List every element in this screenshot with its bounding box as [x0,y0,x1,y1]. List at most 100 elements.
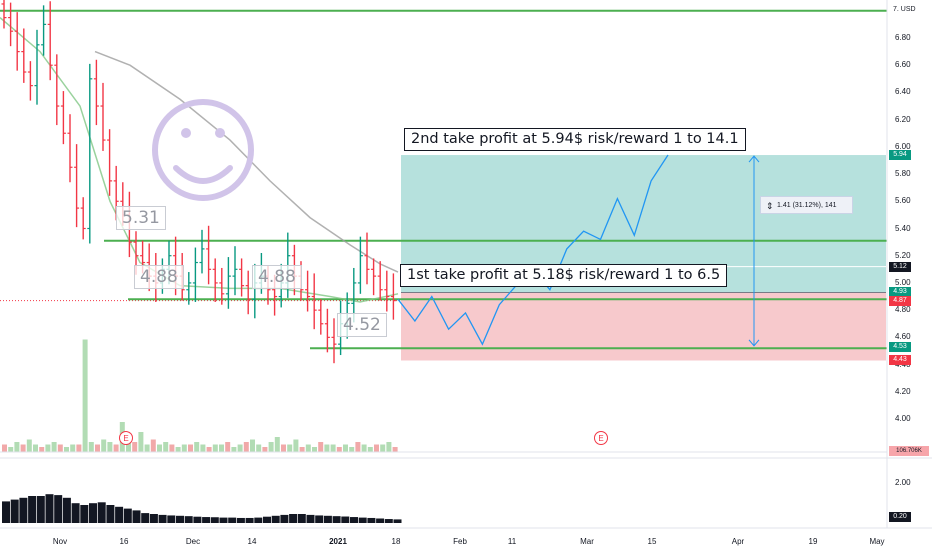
indicator-tick-2: 2.00 [895,478,911,487]
indicator-bar [132,510,141,523]
position-zones [0,155,886,361]
slow-moving-average [94,50,399,273]
price-tick: 5.80 [895,169,911,179]
indicator-bar [271,515,280,523]
indicator-bar [176,515,184,523]
volume-bar [101,439,107,452]
indicator-bar [280,514,289,523]
volume-bar [82,339,88,452]
indicator-bars [2,494,402,523]
indicator-bar [71,503,80,523]
price-tick: 6.00 [895,141,911,151]
price-tick: 4.60 [895,332,911,342]
indicator-last-tag: 0.20 [889,512,911,522]
volume-bar [367,447,373,452]
indicator-bar [115,506,124,523]
volume-bar [318,442,324,452]
earnings-badge-1[interactable]: E [119,431,133,445]
volume-bar [355,442,361,452]
measure-arrow [748,155,760,347]
smiley-watermark [152,99,254,201]
annotation-first-take-profit[interactable]: 1st take profit at 5.18$ risk/reward 1 t… [400,264,728,287]
measure-arrowhead-bottom [748,339,760,347]
price-tag: 4.43 [889,355,911,366]
volume-bar [200,444,206,452]
indicator-bar [141,513,150,523]
time-tick: 16 [119,537,129,546]
indicator-bar [297,514,306,523]
volume-bar [76,444,82,452]
panel-dividers [0,0,932,529]
volume-bar [64,447,69,452]
volume-bar [188,444,193,452]
indicator-bar [376,518,385,523]
indicator-bar [80,505,89,523]
price-tick: 4.00 [895,414,911,423]
volume-bar [181,444,187,452]
smiley-face [152,99,254,201]
annotation-second-take-profit[interactable]: 2nd take profit at 5.94$ risk/reward 1 t… [404,128,746,151]
indicator-bar [315,515,324,523]
volume-bar [336,447,342,452]
loss-zone [401,292,886,361]
price-tick: 4.20 [895,386,911,396]
time-tick: 14 [247,537,257,546]
indicator-bar [10,499,19,523]
volume-bar [169,444,175,452]
volume-bar [39,447,45,452]
volume-bar [8,447,14,452]
indicator-bar [19,497,28,523]
indicator-bar [236,517,245,523]
time-tick: Dec [185,537,201,546]
time-tick: 2021 [329,537,347,546]
indicator-bar [106,505,115,523]
indicator-bar [89,503,97,523]
volume-bar [386,442,392,452]
currency-unit-label: 7. USD [893,6,916,13]
volume-bar [287,444,293,452]
indicator-bar [184,516,193,523]
fast-moving-average [0,17,399,303]
volume-bar [293,439,299,452]
volume-bar [88,442,94,452]
indicator-bar [393,519,402,523]
volume-bar [225,442,231,452]
volume-bar [26,439,32,452]
indicator-bar [228,517,237,523]
indicator-bar [254,517,263,523]
volume-bar [219,444,224,452]
indicator-bar [54,495,63,523]
price-tag: 4.93 [889,287,911,298]
time-tick: May [869,537,885,546]
volume-bar [237,444,243,452]
level-label-488-a: 4.88 [134,265,184,289]
time-tick: 15 [647,537,657,546]
price-tick: 5.20 [895,250,911,260]
price-tick: 4.80 [895,305,911,315]
indicator-bar [289,514,298,523]
volume-bar [206,447,212,452]
earnings-badge-2[interactable]: E [594,431,608,445]
volume-bar [2,444,7,452]
price-tick: 5.40 [895,223,911,233]
volume-bar [150,439,156,452]
indicator-bar [367,517,376,523]
smiley-mouth [173,165,233,184]
volume-bar [45,444,51,452]
volume-bar [51,442,57,452]
indicator-bar [62,497,71,523]
moving-averages [0,17,399,303]
indicator-bar [350,517,358,523]
indicator-bar [123,508,132,523]
indicator-bar [2,501,10,523]
indicator-bar [36,496,45,523]
volume-bar [144,444,150,452]
indicator-bar [245,517,254,523]
volume-bar [14,442,20,452]
indicator-bar [358,517,367,523]
volume-bar [349,447,355,452]
indicator-bar [341,516,350,523]
indicator-bar [149,514,158,523]
volume-bar [132,442,138,452]
price-tag: 4.87 [889,295,911,306]
